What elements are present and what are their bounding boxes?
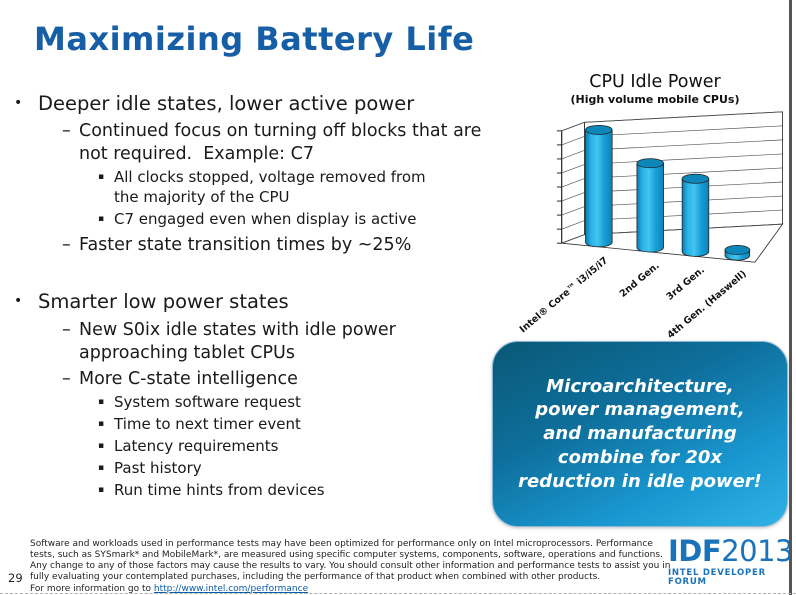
chart-title: CPU Idle Power xyxy=(589,72,721,92)
bullet-item: • Smarter low power states xyxy=(10,290,515,314)
bullet-text: Deeper idle states, lower active power xyxy=(38,92,415,115)
bar-cylinder-body xyxy=(585,129,613,248)
bullet-item: ▪ Past history xyxy=(98,459,515,479)
more-info-prefix: For more information go to xyxy=(30,583,154,594)
bullet-text: Faster state transition times by ~25% xyxy=(79,234,412,255)
bullet-text: Past history xyxy=(114,458,202,477)
gridline xyxy=(561,167,783,188)
cpu-idle-power-chart: CPU Idle Power (High volume mobile CPUs) xyxy=(512,72,796,346)
category-label: Intel® Core™ i3/i5/i7 xyxy=(518,255,610,335)
bar-chart-canvas: Intel® Core™ i3/i5/i7 2nd Gen. 3rd Gen.4th… xyxy=(518,111,784,341)
gridline xyxy=(561,111,783,132)
bullet-item: ▪ System software request xyxy=(98,393,515,413)
bullet-item: – More C-state intelligence xyxy=(62,368,515,391)
y-axis-ticks xyxy=(556,130,562,244)
bullet-item: • Deeper idle states, lower active power xyxy=(10,92,515,116)
bullet-marker: ▪ xyxy=(98,171,105,182)
bullet-item: – Faster state transition times by ~25% xyxy=(62,234,515,257)
bullet-text: Time to next timer event xyxy=(114,415,301,433)
category-labels: Intel® Core™ i3/i5/i7 2nd Gen. 3rd Gen.4th… xyxy=(518,255,749,341)
bullet-marker: – xyxy=(62,234,71,255)
category-label: 4th Gen. (Haswell) xyxy=(665,269,748,342)
gridlines xyxy=(561,111,783,244)
gridline xyxy=(561,209,783,230)
bullet-text: Run time hints from devices xyxy=(114,480,325,499)
bullet-text: System software request xyxy=(114,393,301,412)
performance-link[interactable]: http://www.intel.com/performance xyxy=(153,583,309,594)
bullet-marker: ▪ xyxy=(98,484,105,495)
bullet-marker: • xyxy=(14,293,23,310)
bullet-text: Latency requirements xyxy=(114,436,279,455)
bar-cylinder-top xyxy=(585,125,613,136)
window-right-edge xyxy=(789,0,792,595)
bar-cylinder-top xyxy=(724,245,751,256)
bullet-marker: – xyxy=(62,121,71,142)
bullet-text: Continued focus on turning off blocks th… xyxy=(79,121,487,165)
bullet-marker: ▪ xyxy=(98,440,105,451)
idf-logo-tagline: INTEL DEVELOPER FORUM xyxy=(668,568,766,587)
slide-title: Maximizing Battery Life xyxy=(34,20,475,58)
bar-cylinder-top xyxy=(681,173,710,184)
bullet-marker: ▪ xyxy=(98,213,105,224)
bullet-item: – Continued focus on turning off blocks t… xyxy=(62,120,515,166)
gridline xyxy=(561,153,783,174)
category-label: 3rd Gen. xyxy=(665,265,707,303)
callout-text: Microarchitecture, power management, and… xyxy=(518,375,762,492)
bullet-text: More C-state intelligence xyxy=(79,369,298,390)
bullet-text: C7 engaged even when display is active xyxy=(114,209,417,228)
bullet-item: ▪ All clocks stopped, voltage removed fro… xyxy=(98,168,515,208)
bar-cylinder-body xyxy=(681,178,710,257)
bullet-marker: • xyxy=(14,95,23,111)
slide-number: 29 xyxy=(8,571,23,585)
idf-logo-year: 2013 xyxy=(721,534,793,568)
idf-logo-wordmark: IDF2013 xyxy=(668,537,796,566)
page-bottom-edge xyxy=(0,593,796,594)
gridline xyxy=(561,195,783,216)
more-info-line: For more information go to http://www.in… xyxy=(30,584,672,595)
bullet-list: • Deeper idle states, lower active power –… xyxy=(10,86,515,501)
idf-logo: IDF2013 INTEL DEVELOPER FORUM xyxy=(668,537,796,586)
bullet-marker: ▪ xyxy=(98,462,105,473)
idf-logo-idf: IDF xyxy=(668,534,722,568)
bar-cylinder-body xyxy=(636,163,664,253)
gridline xyxy=(561,139,783,160)
footer-disclaimer: Software and workloads used in performan… xyxy=(30,539,672,595)
disclaimer-text: Software and workloads used in performan… xyxy=(30,539,671,583)
gridline xyxy=(561,181,783,202)
bar-cylinder-top xyxy=(636,158,664,169)
bullet-item: – New S0ix idle states with idle power ap… xyxy=(62,319,515,365)
bullet-text: New S0ix idle states with idle power app… xyxy=(79,319,402,363)
bullet-item: ▪ Latency requirements xyxy=(98,437,515,457)
bullet-marker: ▪ xyxy=(98,419,105,429)
bullet-item: ▪ C7 engaged even when display is active xyxy=(98,210,515,230)
category-label: 2nd Gen. xyxy=(618,261,662,300)
bullet-marker: – xyxy=(62,319,71,340)
bullet-text: All clocks stopped, voltage removed from… xyxy=(114,167,431,206)
gridline xyxy=(561,125,783,146)
bullet-marker: ▪ xyxy=(98,397,105,408)
chart-subtitle: (High volume mobile CPUs) xyxy=(570,93,740,106)
bullet-text: Smarter low power states xyxy=(38,290,289,314)
chart-bars xyxy=(585,125,751,261)
bullet-item: ▪ Time to next timer event xyxy=(98,415,515,435)
gridline xyxy=(561,223,783,244)
bullet-marker: – xyxy=(62,369,71,390)
callout-box: Microarchitecture, power management, and… xyxy=(492,341,788,527)
bullet-item: ▪ Run time hints from devices xyxy=(98,481,515,501)
